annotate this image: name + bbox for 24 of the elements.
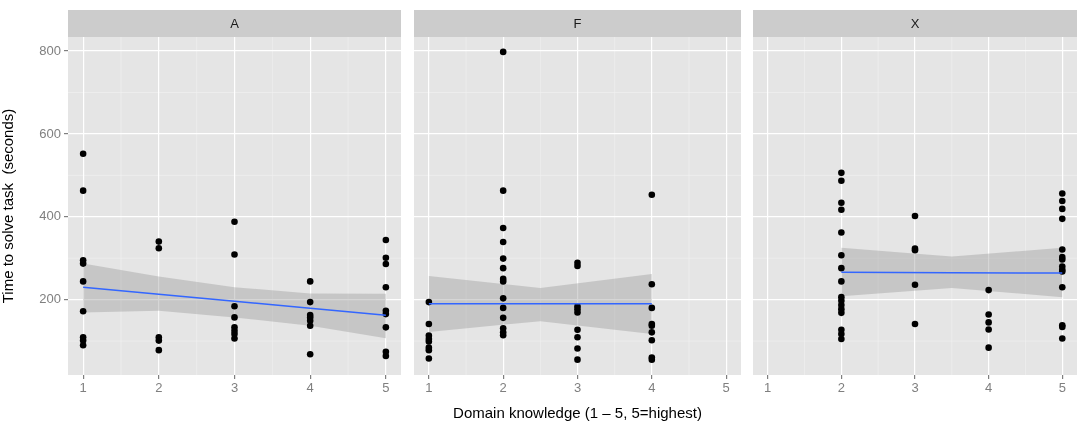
x-tick-label: 2: [499, 380, 507, 396]
chart-title: X: [910, 16, 920, 32]
x-tick-label: 3: [573, 380, 582, 396]
y-tick-label: 400: [39, 208, 61, 224]
y-tick-label: 200: [39, 291, 61, 307]
x-tick-label: 3: [911, 380, 919, 396]
chart-title: F: [573, 16, 582, 32]
y-axis-title: Time to solve task (seconds): [0, 108, 17, 304]
x-tick-label: 5: [1058, 380, 1066, 396]
x-axis-title: Domain knowledge (1 – 5, 5=highest): [453, 404, 702, 422]
x-tick-label: 4: [648, 380, 656, 396]
x-tick-label: 2: [155, 380, 163, 396]
y-tick-label: 600: [39, 125, 61, 141]
x-tick-label: 5: [382, 380, 390, 396]
x-tick-label: 1: [79, 380, 87, 396]
x-tick-label: 3: [230, 380, 239, 396]
chart-title: A: [230, 16, 240, 32]
x-tick-label: 4: [306, 380, 314, 396]
x-tick-label: 5: [722, 380, 730, 396]
x-tick-label: 2: [837, 380, 845, 396]
x-tick-label: 1: [425, 380, 433, 396]
x-tick-label: 4: [985, 380, 993, 396]
y-tick-label: 800: [39, 42, 61, 58]
x-tick-label: 1: [764, 380, 772, 396]
